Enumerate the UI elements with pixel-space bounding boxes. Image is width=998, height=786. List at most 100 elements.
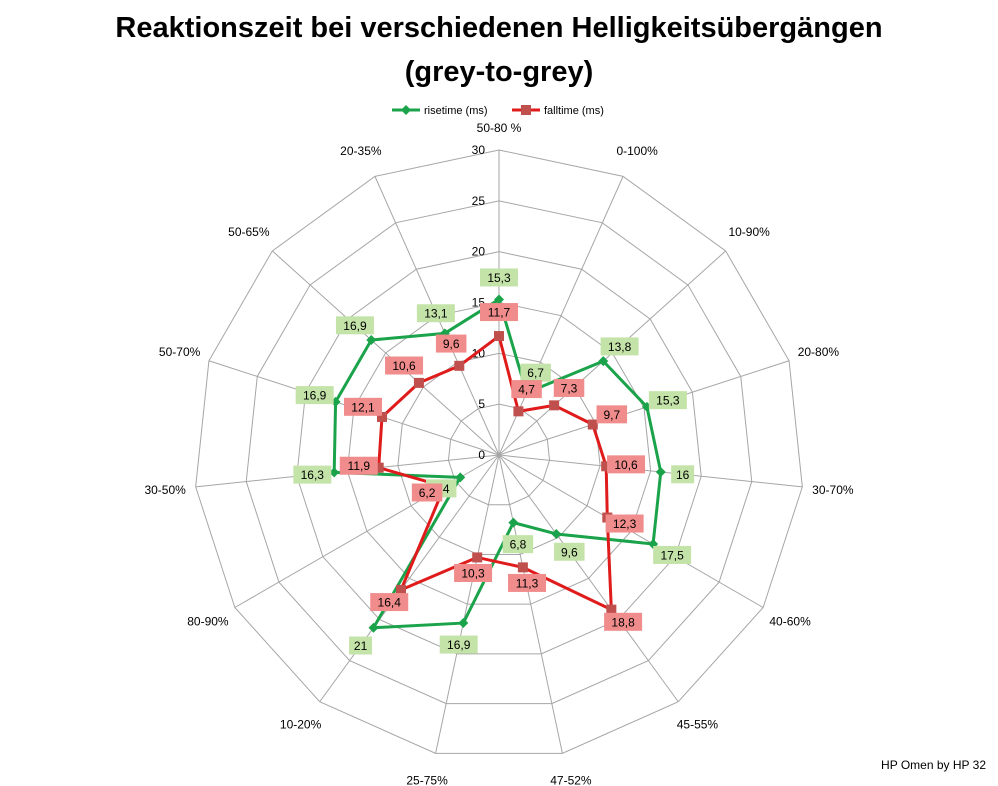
grid-ring <box>296 251 702 655</box>
risetime-data-label-bg <box>335 316 374 335</box>
risetime-point <box>598 356 609 367</box>
risetime-data-label: 17,5 <box>660 548 684 562</box>
falltime-data-label-bg <box>605 514 644 533</box>
data-labels: 15,36,713,815,31617,59,66,816,9214,416,3… <box>293 268 695 655</box>
falltime-data-label: 12,3 <box>613 517 637 531</box>
falltime-data-label: 11,7 <box>488 306 511 320</box>
risetime-data-label-bg <box>502 535 534 554</box>
category-label: 0-100% <box>616 144 658 158</box>
falltime-point <box>606 604 617 615</box>
risetime-point <box>455 472 466 483</box>
falltime-point <box>413 377 424 388</box>
falltime-point <box>601 461 612 472</box>
falltime-data-label-bg <box>553 378 585 397</box>
risetime-point <box>329 467 340 478</box>
category-label: 30-70% <box>812 483 854 497</box>
grid-ring <box>447 403 551 506</box>
category-label: 20-35% <box>340 144 382 158</box>
falltime-data-label: 9,6 <box>443 337 460 351</box>
category-label: 50-70% <box>159 345 201 359</box>
falltime-data-label: 16,4 <box>378 596 402 610</box>
falltime-series-line <box>377 334 613 612</box>
category-label: 10-90% <box>728 225 770 239</box>
falltime-data-label-bg <box>370 593 409 612</box>
risetime-data-label: 16,9 <box>447 638 471 652</box>
radial-tick-label: 25 <box>472 194 486 208</box>
falltime-data-label: 10,3 <box>461 566 485 580</box>
falltime-point <box>377 411 388 422</box>
risetime-data-label: 16 <box>676 468 690 482</box>
category-label: 50-80 % <box>477 121 522 135</box>
chart-title-line-2: (grey-to-grey) <box>404 56 594 88</box>
risetime-data-label-bg <box>653 545 692 564</box>
falltime-point <box>549 400 560 411</box>
falltime-data-label-bg <box>480 303 518 322</box>
grid-spoke <box>498 454 563 754</box>
category-label: 20-80% <box>798 345 840 359</box>
category-label: 10-20% <box>280 717 322 731</box>
falltime-data-label-bg <box>435 334 467 353</box>
falltime-data-label: 6,2 <box>419 486 436 500</box>
risetime-point <box>494 294 504 305</box>
risetime-data-label-bg <box>439 635 478 654</box>
category-label: 40-60% <box>769 615 811 629</box>
legend-falltime-marker <box>521 105 531 115</box>
risetime-point <box>458 618 469 629</box>
category-label: 30-50% <box>144 483 186 497</box>
category-label: 50-65% <box>228 225 270 239</box>
category-labels: 50-80 % 0-100% 10-90% 20-80% 30-70% 40-60% 45-… <box>144 121 853 786</box>
falltime-data-label-bg <box>411 483 443 502</box>
falltime-data-label-bg <box>343 397 382 416</box>
grid-ring <box>245 200 753 705</box>
falltime-data-label-bg <box>607 455 646 474</box>
falltime-data-label-bg <box>596 405 628 424</box>
legend-falltime-label: falltime (ms) <box>544 105 604 117</box>
risetime-data-label-bg <box>349 636 373 655</box>
category-label: 47-52% <box>550 774 592 786</box>
falltime-data-label: 18,8 <box>611 615 635 629</box>
category-label: 80-90% <box>187 615 229 629</box>
risetime-data-label-bg <box>520 363 551 382</box>
falltime-point <box>395 584 406 595</box>
falltime-point <box>472 552 483 563</box>
risetime-point <box>508 517 519 528</box>
grid-spoke <box>498 454 803 488</box>
radar-grid <box>195 149 803 754</box>
radial-tick-label: 5 <box>478 397 485 411</box>
falltime-point <box>517 562 528 573</box>
falltime-point <box>494 331 504 342</box>
risetime-data-label-bg <box>648 391 687 410</box>
risetime-point <box>655 467 666 478</box>
falltime-data-label: 9,7 <box>603 408 620 422</box>
legend-risetime-label: risetime (ms) <box>424 105 488 117</box>
legend-risetime-marker <box>401 105 411 115</box>
falltime-data-label: 10,6 <box>392 359 416 373</box>
falltime-data-label: 7,3 <box>561 381 578 395</box>
falltime-point <box>587 419 598 430</box>
footnote: HP Omen by HP 32 <box>881 758 986 772</box>
risetime-point <box>368 622 379 633</box>
risetime-data-label-bg <box>295 386 334 405</box>
risetime-data-label: 13,8 <box>608 340 632 354</box>
risetime-data-label: 16,9 <box>303 389 327 403</box>
grid-ring <box>346 301 652 605</box>
falltime-point <box>513 406 524 417</box>
category-label: 25-75% <box>406 774 448 786</box>
grid-spoke <box>498 454 679 703</box>
chart-title-line-1: Reaktionszeit bei verschiedenen Helligke… <box>115 12 883 44</box>
falltime-data-label-bg <box>339 456 378 475</box>
risetime-data-label: 15,3 <box>656 394 680 408</box>
legend: risetime (ms) falltime (ms) <box>392 105 604 117</box>
falltime-data-label: 12,1 <box>351 400 375 414</box>
falltime-point <box>373 462 384 473</box>
falltime-data-label: 10,6 <box>614 458 638 472</box>
risetime-data-label: 6,8 <box>510 538 527 552</box>
grid-spoke <box>272 250 500 456</box>
grid-ring <box>195 149 803 754</box>
falltime-data-label-bg <box>454 563 493 582</box>
grid-spoke <box>319 454 500 703</box>
risetime-data-label: 6,7 <box>527 366 544 380</box>
falltime-data-label: 11,3 <box>516 576 539 590</box>
radial-tick-label: 30 <box>472 143 486 157</box>
